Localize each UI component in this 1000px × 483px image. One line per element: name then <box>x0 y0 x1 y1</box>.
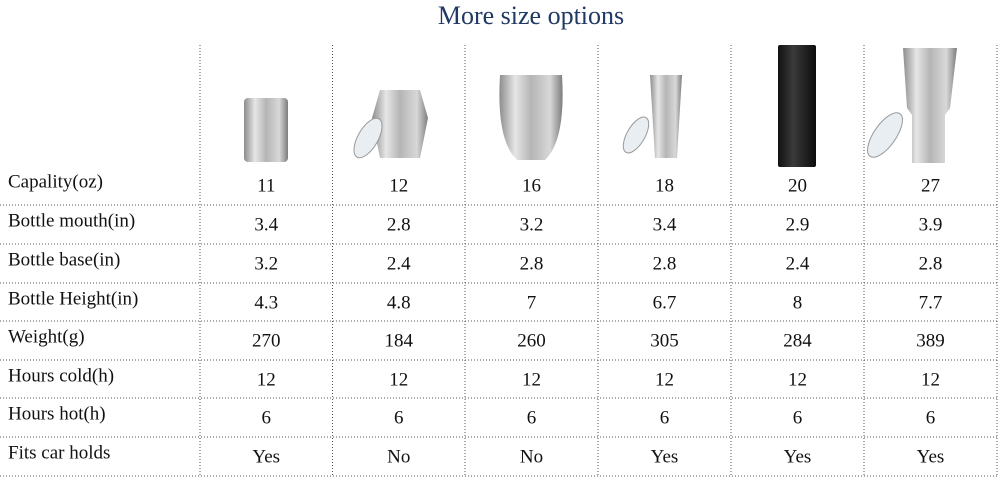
cell-value: 6 <box>394 407 404 428</box>
cell-value: 2.4 <box>786 253 810 274</box>
lid-27oz <box>867 112 903 158</box>
cell-value: 4.8 <box>387 292 411 313</box>
title: More size options <box>438 1 624 30</box>
tumbler-20oz <box>778 45 816 167</box>
cell-value: 12 <box>257 369 276 390</box>
cell-value: 7.7 <box>919 292 943 313</box>
cell-value: 2.8 <box>387 214 411 235</box>
cell-value: 2.8 <box>520 253 544 274</box>
cell-value: 260 <box>517 330 546 351</box>
cell-value: 2.8 <box>919 253 943 274</box>
tumbler-12oz <box>372 90 428 158</box>
cell-value: 4.3 <box>254 292 278 313</box>
cell-value: 184 <box>385 330 414 351</box>
cell-value: No <box>387 446 410 467</box>
lid-12oz <box>353 117 383 159</box>
cell-value: Yes <box>651 446 679 467</box>
tumbler-11oz <box>244 98 288 162</box>
cell-value: Yes <box>252 446 280 467</box>
product-images <box>244 45 957 167</box>
cell-value: 389 <box>916 330 945 351</box>
row-label: Capality(oz) <box>8 171 103 192</box>
cell-value: 270 <box>252 330 281 351</box>
cell-value: 3.2 <box>520 214 544 235</box>
cell-value: 2.8 <box>653 253 677 274</box>
row-label: Bottle Height(in) <box>8 288 138 309</box>
tumbler-16oz <box>499 75 563 160</box>
cell-value: Yes <box>917 446 945 467</box>
cell-value: 20 <box>788 175 807 196</box>
cell-value: 12 <box>788 369 807 390</box>
row-label: Hours hot(h) <box>8 403 106 424</box>
cell-value: 6 <box>793 407 803 428</box>
cell-value: 16 <box>522 175 541 196</box>
cell-value: 7 <box>527 292 537 313</box>
cell-value: No <box>520 446 543 467</box>
cell-value: 6 <box>926 407 936 428</box>
cell-value: 12 <box>921 369 940 390</box>
cell-value: 305 <box>650 330 679 351</box>
cell-value: 6 <box>527 407 537 428</box>
lid-18oz <box>622 116 650 154</box>
row-label: Bottle mouth(in) <box>8 210 135 231</box>
tumbler-18oz <box>650 75 682 158</box>
cell-value: 12 <box>389 175 408 196</box>
cell-value: 18 <box>655 175 674 196</box>
cell-value: 8 <box>793 292 803 313</box>
cell-value: 12 <box>655 369 674 390</box>
cell-value: 2.9 <box>786 214 810 235</box>
row-label: Hours cold(h) <box>8 365 114 386</box>
cell-value: 6 <box>660 407 670 428</box>
cell-value: 11 <box>257 175 275 196</box>
cell-value: 3.2 <box>254 253 278 274</box>
cell-value: Yes <box>784 446 812 467</box>
cell-value: 12 <box>522 369 541 390</box>
cell-value: 12 <box>389 369 408 390</box>
cell-value: 3.4 <box>653 214 677 235</box>
row-label: Weight(g) <box>8 326 85 347</box>
cell-value: 3.9 <box>919 214 943 235</box>
tumbler-27oz <box>903 48 957 163</box>
cell-value: 6 <box>262 407 272 428</box>
cell-value: 6.7 <box>653 292 677 313</box>
cell-value: 284 <box>783 330 812 351</box>
cell-value: 2.4 <box>387 253 411 274</box>
cell-value: 3.4 <box>254 214 278 235</box>
row-label: Fits car holds <box>8 442 110 463</box>
cell-value: 27 <box>921 175 940 196</box>
row-label: Bottle base(in) <box>8 249 120 270</box>
